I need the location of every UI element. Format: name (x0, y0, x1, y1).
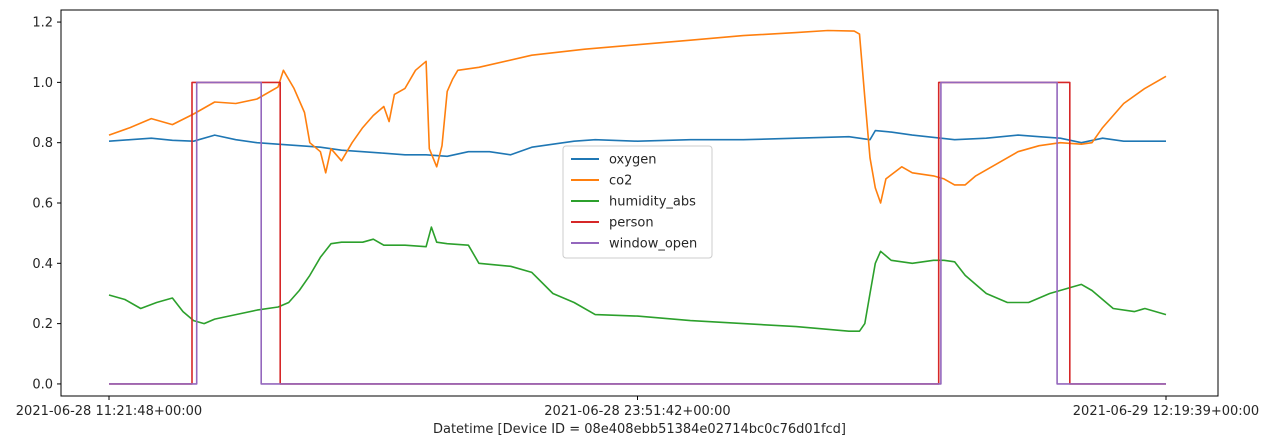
legend-label-oxygen: oxygen (609, 153, 656, 168)
y-tick-label: 0.0 (32, 377, 53, 392)
series-line-window-open (109, 81, 1166, 385)
y-tick-label: 1.2 (32, 16, 53, 31)
y-axis: 0.0 0.2 0.4 0.6 0.8 1.0 1.2 (32, 16, 61, 392)
y-tick-label: 0.2 (32, 317, 53, 332)
legend-label-window-open: window_open (609, 237, 697, 252)
y-tick-label: 0.4 (32, 257, 53, 272)
series-line-oxygen (108, 129, 1166, 158)
y-tick-label: 1.0 (32, 76, 53, 91)
x-axis-label: Datetime [Device ID = 08e408ebb51384e027… (433, 422, 846, 437)
legend-label-person: person (609, 216, 654, 231)
y-tick-label: 0.8 (32, 136, 53, 151)
series-layer (108, 29, 1167, 385)
legend-box (562, 145, 713, 259)
legend-label-co2: co2 (609, 174, 632, 189)
series-line-humidity-abs (108, 226, 1167, 333)
x-tick-label: 2021-06-29 12:19:39+00:00 (1073, 404, 1259, 419)
x-tick-label: 2021-06-28 23:51:42+00:00 (544, 404, 730, 419)
x-axis: 2021-06-28 11:21:48+00:00 2021-06-28 23:5… (16, 396, 1259, 419)
series-line-co2 (108, 29, 1167, 204)
x-tick-label: 2021-06-28 11:21:48+00:00 (16, 404, 202, 419)
legend-label-humidity-abs: humidity_abs (609, 195, 696, 210)
y-tick-label: 0.6 (32, 197, 53, 212)
